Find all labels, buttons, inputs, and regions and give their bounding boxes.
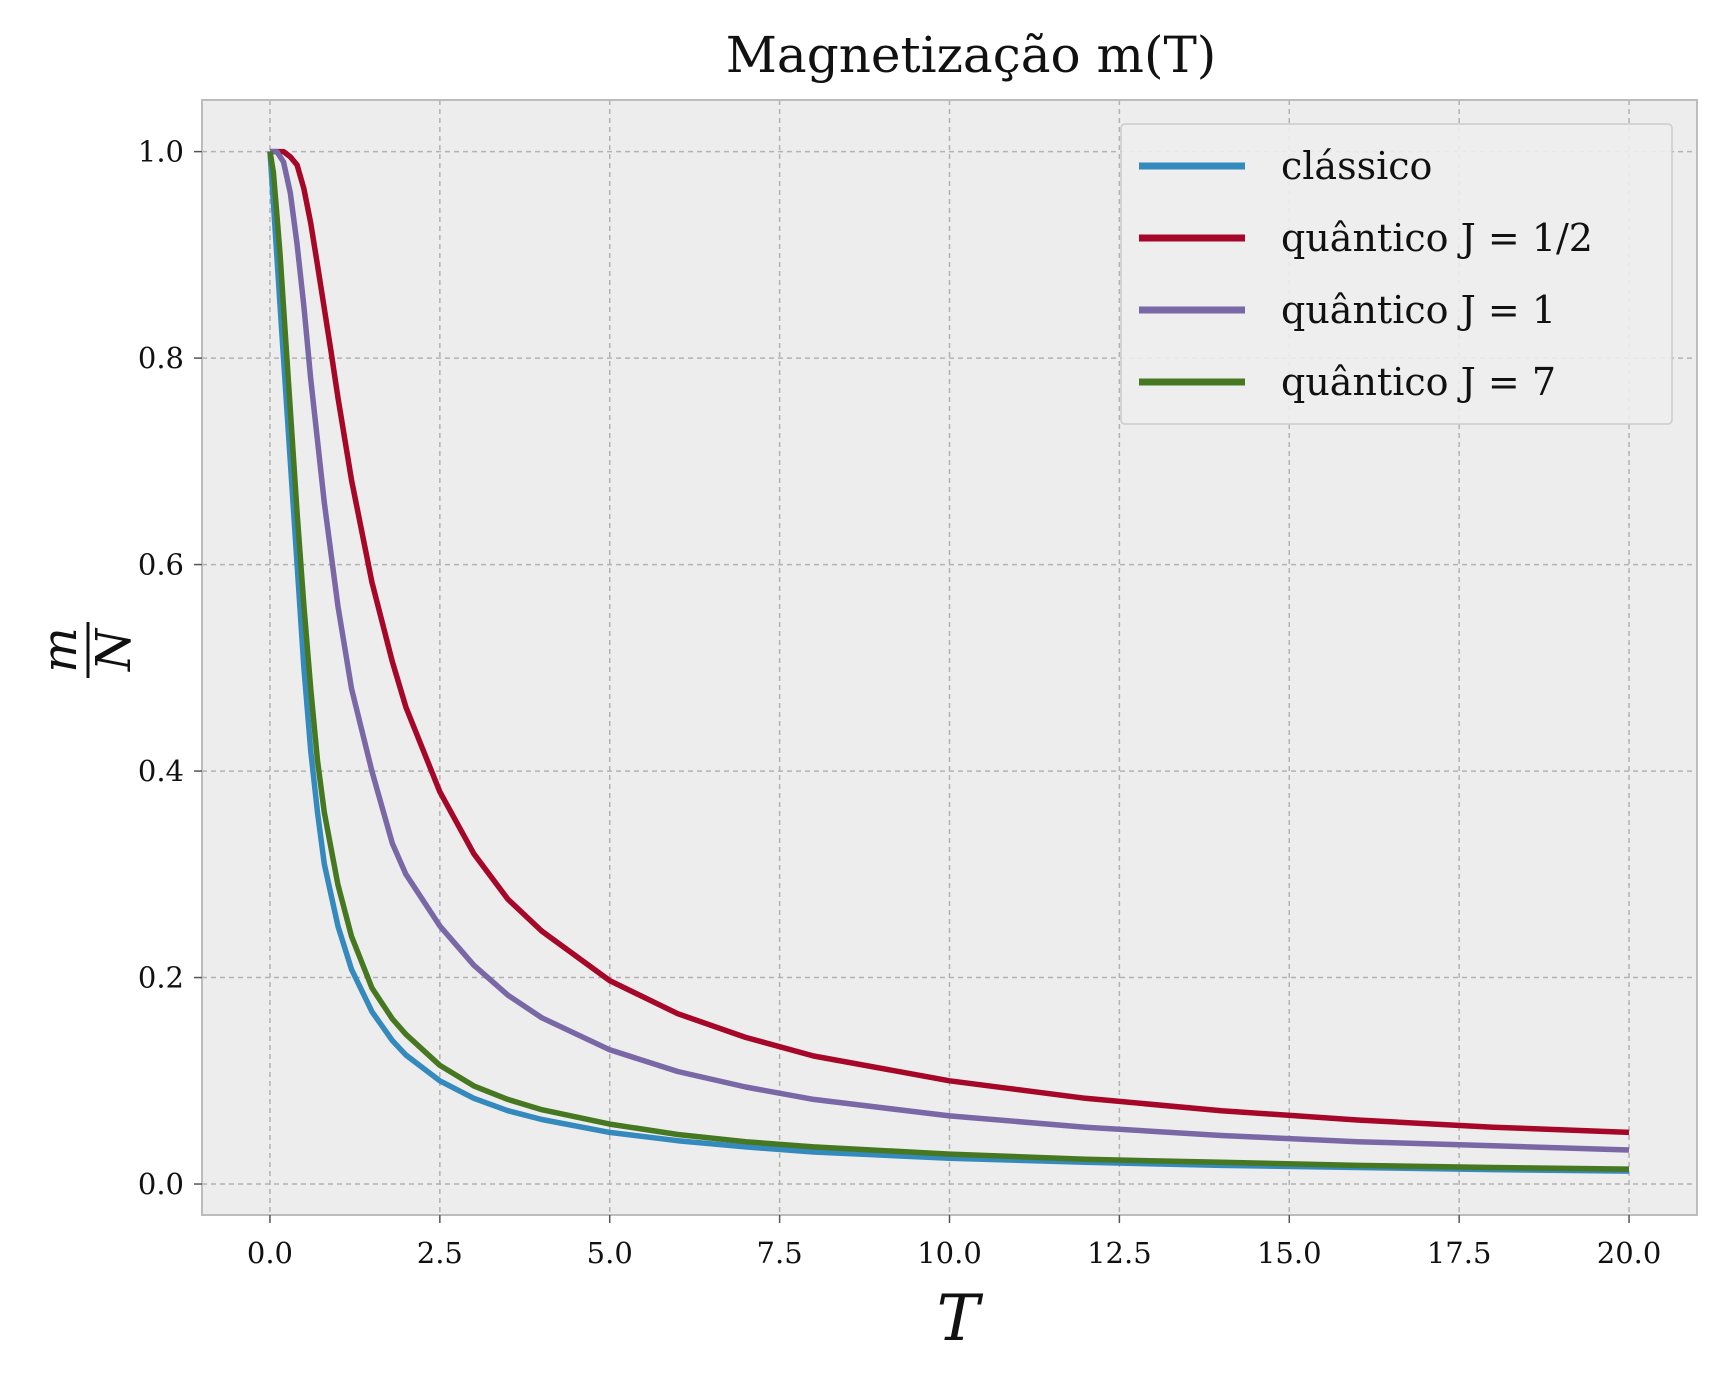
x-tick-label: 20.0 bbox=[1597, 1236, 1662, 1270]
legend-label-3: quântico J = 7 bbox=[1281, 360, 1556, 404]
x-tick-label: 10.0 bbox=[917, 1236, 982, 1270]
x-tick-label: 12.5 bbox=[1087, 1236, 1152, 1270]
series-line-2 bbox=[270, 148, 1630, 1153]
y-axis-label-numerator: m bbox=[32, 627, 88, 673]
x-tick-label: 0.0 bbox=[247, 1236, 293, 1270]
legend-box bbox=[1120, 123, 1673, 425]
y-axis-label-denominator: N bbox=[86, 627, 142, 672]
chart-title: Magnetização m(T) bbox=[726, 26, 1217, 84]
y-tick-label: 1.0 bbox=[138, 135, 184, 169]
y-tick-label: 0.8 bbox=[138, 341, 184, 375]
series-line-0 bbox=[267, 151, 1630, 1174]
x-axis-label: T bbox=[937, 1282, 984, 1356]
legend-label-1: quântico J = 1/2 bbox=[1281, 216, 1593, 260]
x-tick-label: 15.0 bbox=[1257, 1236, 1322, 1270]
x-tick-label: 2.5 bbox=[417, 1236, 463, 1270]
axis-ticks: 0.0 2.5 5.0 7.5 10.0 12.5 15.0 17.5 20.0 0.0 0.2 0.… bbox=[138, 135, 1661, 1270]
series-line-1 bbox=[270, 148, 1630, 1136]
legend: clássico quântico J = 1/2 quântico J = 1 qu… bbox=[1120, 123, 1673, 425]
y-tick-label: 0.4 bbox=[138, 754, 184, 788]
legend-label-2: quântico J = 1 bbox=[1281, 288, 1556, 332]
y-tick-label: 0.2 bbox=[138, 961, 184, 995]
x-tick-label: 5.0 bbox=[587, 1236, 633, 1270]
series-line-3 bbox=[267, 151, 1630, 1172]
y-tick-label: 0.6 bbox=[138, 548, 184, 582]
legend-label-0: clássico bbox=[1281, 144, 1432, 188]
y-axis-label: m N bbox=[32, 622, 142, 678]
x-tick-label: 7.5 bbox=[757, 1236, 803, 1270]
x-tick-label: 17.5 bbox=[1427, 1236, 1492, 1270]
y-tick-label: 0.0 bbox=[138, 1167, 184, 1201]
series-lines bbox=[267, 148, 1630, 1174]
